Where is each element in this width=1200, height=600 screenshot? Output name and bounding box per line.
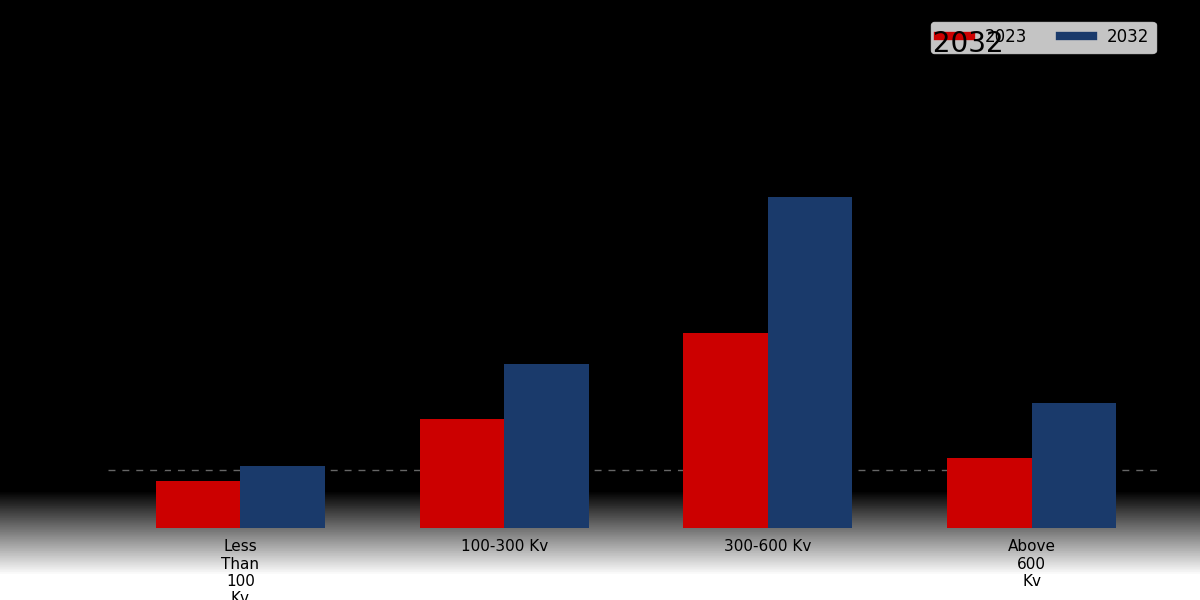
Text: Hvdc Converter Transformer Market, By Voltage Level, 2023 & 2032: Hvdc Converter Transformer Market, By Vo… [60,30,1003,58]
Bar [504,364,588,528]
Bar [156,481,240,528]
Bar [240,466,325,528]
Text: Market Size in USD Billion: Market Size in USD Billion [14,214,34,446]
Bar [684,333,768,528]
Legend: 2023, 2032: 2023, 2032 [931,22,1156,53]
Bar [947,458,1032,528]
Text: 1.2: 1.2 [140,464,167,479]
Bar [420,419,504,528]
Bar [1032,403,1116,528]
Bar [768,196,852,528]
